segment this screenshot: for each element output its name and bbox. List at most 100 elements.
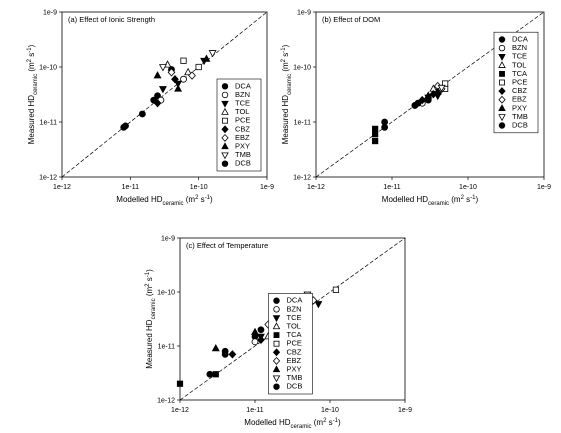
- data-point: [221, 350, 229, 358]
- legend-label: DCA: [235, 81, 251, 90]
- label-part: 2: [195, 195, 199, 201]
- label-part: Modelled HD: [116, 195, 162, 204]
- legend-symbol: [272, 348, 281, 357]
- legend-label: TCA: [512, 69, 527, 78]
- y-tick-label: 1e-9: [297, 10, 311, 17]
- legend-label: EBZ: [235, 133, 250, 142]
- data-point: [158, 86, 167, 94]
- label-part: s: [326, 418, 332, 427]
- one-to-one-line: [61, 11, 268, 178]
- data-point: [414, 99, 422, 107]
- legend-symbol: [221, 100, 229, 108]
- data-point: [188, 71, 196, 80]
- legend-label: CBZ: [287, 347, 302, 356]
- data-point: [180, 57, 187, 64]
- y-axis-label: Measured HDceramic (m2 s-1): [281, 44, 293, 144]
- data-point: [158, 64, 167, 72]
- label-part: s: [198, 195, 204, 204]
- legend-label: TOL: [235, 107, 249, 116]
- legend-symbol: [221, 142, 229, 150]
- x-axis-label: Modelled HDceramic (m2 s-1): [382, 195, 479, 207]
- legend-label: PCE: [235, 116, 250, 125]
- legend-label: TCA: [287, 330, 302, 339]
- y-tick-label: 1e-10: [39, 65, 57, 72]
- data-point: [176, 380, 184, 387]
- label-part: Measured HD: [145, 319, 154, 369]
- label-part: 2: [323, 418, 327, 424]
- legend-symbol: [221, 152, 229, 160]
- legend-symbol: [498, 36, 506, 43]
- plot-frame: [179, 237, 406, 401]
- data-point: [381, 118, 389, 126]
- label-part: (m: [145, 287, 154, 299]
- label-part: ceramic: [428, 201, 449, 207]
- label-part: Measured HD: [27, 95, 36, 145]
- y-tick-label: 1e-11: [158, 344, 175, 351]
- y-tick-label: 1e-10: [157, 290, 175, 297]
- data-point: [122, 122, 129, 130]
- legend-label: TCE: [512, 52, 527, 61]
- label-part: ceramic: [287, 74, 293, 95]
- legend-label: PCE: [512, 77, 527, 86]
- chart-title: (a) Effect of Ionic Strength: [68, 15, 155, 24]
- x-tick-label: 1e-10: [321, 407, 339, 414]
- data-point: [212, 371, 219, 378]
- label-part: ): [210, 195, 213, 204]
- legend-symbol: [499, 70, 505, 77]
- legend-symbol: [221, 83, 229, 90]
- x-tick-label: 1e-9: [537, 184, 551, 191]
- y-tick-label: 1e-9: [43, 10, 57, 17]
- legend-label: PXY: [512, 103, 527, 112]
- data-point: [228, 350, 237, 359]
- data-point: [433, 87, 442, 95]
- data-point: [372, 137, 379, 145]
- legend-label: TCE: [287, 313, 302, 322]
- label-part: s: [464, 195, 470, 204]
- legend-symbol: [273, 340, 280, 347]
- y-tick-label: 1e-10: [293, 65, 311, 72]
- label-part: ): [338, 418, 341, 427]
- x-tick-label: 1e-11: [122, 184, 139, 191]
- x-tick-label: 1e-10: [459, 184, 477, 191]
- legend-symbol: [498, 114, 506, 122]
- chart-title: (c) Effect of Temperature: [186, 241, 268, 250]
- label-part: 2: [27, 58, 33, 62]
- data-point: [251, 327, 259, 336]
- y-axis-label: Measured HDceramic (m2 s-1): [27, 44, 39, 144]
- label-part: ): [476, 195, 479, 204]
- y-tick-label: 1e-11: [294, 120, 311, 127]
- y-axis-label: Measured HDceramic (m2 s-1): [145, 269, 157, 369]
- data-point: [195, 63, 202, 71]
- data-point: [211, 344, 220, 352]
- data-point: [180, 75, 187, 83]
- label-part: -1: [470, 195, 476, 201]
- label-part: -1: [27, 47, 33, 53]
- plot-frame: [61, 11, 268, 178]
- label-part: -1: [281, 47, 287, 53]
- legend-symbol: [272, 322, 281, 330]
- data-point: [314, 301, 323, 309]
- x-tick-label: 1e-12: [171, 407, 189, 414]
- legend-label: CBZ: [512, 86, 527, 95]
- legend-label: TCE: [235, 98, 250, 107]
- legend-label: PXY: [287, 364, 302, 373]
- label-part: 2: [461, 195, 465, 201]
- x-tick-label: 1e-9: [260, 184, 274, 191]
- data-point: [202, 54, 211, 62]
- legend-symbol: [498, 54, 506, 61]
- x-tick-label: 1e-11: [383, 184, 400, 191]
- data-point: [257, 335, 265, 345]
- legend-symbol: [498, 61, 506, 68]
- legend-label: DCA: [512, 34, 528, 43]
- legend-label: BZN: [287, 304, 302, 313]
- legend-label: PCE: [287, 339, 302, 348]
- data-point: [150, 96, 158, 104]
- data-point: [174, 80, 183, 88]
- legend-symbol: [498, 87, 506, 96]
- label-part: 2: [281, 58, 287, 62]
- legend-symbol: [221, 160, 229, 167]
- x-axis-label: Modelled HDceramic (m2 s-1): [244, 418, 341, 430]
- data-point: [138, 110, 146, 118]
- legend-label: EBZ: [512, 95, 527, 104]
